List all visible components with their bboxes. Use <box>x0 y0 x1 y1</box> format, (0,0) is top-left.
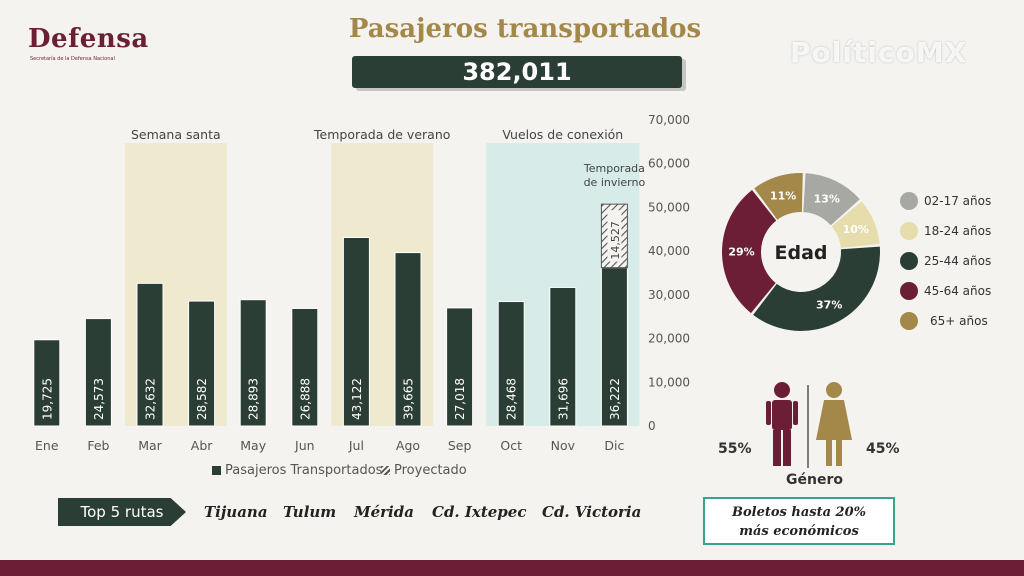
route-item: Cd. Ixtepec <box>432 503 527 521</box>
x-tick-label: Oct <box>500 438 522 453</box>
x-tick-label: Jun <box>294 438 315 453</box>
bar-value-label: 28,582 <box>195 378 209 420</box>
season-band-label: Temporada de verano <box>313 127 450 142</box>
gender-female-percent: 45% <box>866 441 900 457</box>
x-tick-label: Abr <box>191 438 213 453</box>
bar-pasajeros <box>33 339 61 427</box>
age-legend-label: 45-64 años <box>924 284 992 298</box>
y-tick-label: 20,000 <box>648 332 690 346</box>
x-tick-label: Jul <box>348 438 364 453</box>
bar-value-label: 32,632 <box>144 378 158 420</box>
gender-figures <box>766 382 852 468</box>
donut-slice-label: 29% <box>728 245 754 258</box>
donut-slice-label: 11% <box>770 189 796 202</box>
donut-slice-label: 37% <box>816 298 842 311</box>
age-legend-dot <box>900 252 918 270</box>
donut-slice-label: 13% <box>814 192 840 205</box>
x-tick-label: Mar <box>138 438 162 453</box>
male-icon <box>766 382 798 466</box>
age-legend-dot <box>900 282 918 300</box>
bar-pasajeros <box>342 236 370 427</box>
bar-value-label: 36,222 <box>608 378 622 420</box>
bar-pasajeros <box>600 267 628 427</box>
tickets-line-2: más económicos <box>739 524 859 539</box>
x-tick-label: Ene <box>35 438 59 453</box>
bar-value-label: 27,018 <box>453 378 467 420</box>
season-band-label: Vuelos de conexión <box>502 127 623 142</box>
monthly-bar-chart: Semana santa Temporada de verano Vuelos de… <box>33 113 690 453</box>
page-title: Pasajeros transportados <box>348 14 702 44</box>
x-tick-label: Nov <box>551 438 576 453</box>
bar-value-label: 28,893 <box>247 378 261 420</box>
bar-pasajeros <box>136 282 164 427</box>
legend-pasajeros-swatch <box>212 466 221 475</box>
total-passengers-badge: 382,011 <box>352 56 682 88</box>
donut-slice <box>722 190 777 314</box>
bar-value-label: 43,122 <box>350 378 364 420</box>
route-item: Cd. Victoria <box>542 503 642 521</box>
bar-pasajeros <box>549 286 577 427</box>
age-legend-dot <box>900 312 918 330</box>
bar-pasajeros <box>84 318 112 427</box>
bar-pasajeros <box>446 307 474 427</box>
age-donut-chart: 13% 10% 37% 29% 11% Edad <box>722 173 880 331</box>
bar-pasajeros <box>394 252 422 427</box>
age-legend-label: 65+ años <box>930 314 988 328</box>
gender-title: Género <box>786 472 843 488</box>
y-tick-label: 70,000 <box>648 113 690 127</box>
donut-slice-label: 10% <box>843 223 869 236</box>
x-tick-label: Feb <box>87 438 109 453</box>
tickets-line-1: Boletos hasta 20% <box>732 505 866 520</box>
x-tick-label: May <box>240 438 266 453</box>
y-tick-label: 40,000 <box>648 244 690 258</box>
donut-slice <box>831 201 880 248</box>
female-icon <box>816 382 852 466</box>
bar-value-label: 28,468 <box>505 378 519 420</box>
bottom-bar <box>0 560 1024 576</box>
tickets-discount-box: Boletos hasta 20% más económicos <box>703 497 895 545</box>
donut-slice <box>803 173 860 226</box>
y-tick-label: 30,000 <box>648 288 690 302</box>
route-item: Tijuana <box>204 503 268 521</box>
bar-projected-label-bg <box>607 210 622 262</box>
bar-value-label: 26,888 <box>298 378 312 420</box>
bar-value-label: 24,573 <box>92 378 106 420</box>
donut-slice <box>754 173 803 220</box>
age-legend-dot <box>900 192 918 210</box>
bar-value-label: 31,696 <box>556 378 570 420</box>
bar-value-label: 19,725 <box>40 378 54 420</box>
y-tick-label: 0 <box>648 419 656 433</box>
bar-pasajeros <box>497 301 525 427</box>
gender-male-percent: 55% <box>718 441 752 457</box>
legend-pasajeros-label: Pasajeros Transportados <box>225 463 383 478</box>
age-legend-label: 02-17 años <box>924 194 992 208</box>
legend-projected-swatch <box>381 466 390 475</box>
defensa-logo-title: Defensa <box>28 24 149 54</box>
y-tick-label: 10,000 <box>648 375 690 389</box>
top-routes-tag: Top 5 rutas <box>58 498 186 526</box>
season-band-label: Semana santa <box>131 127 221 142</box>
annotation-line: Temporada <box>583 162 645 175</box>
age-legend-label: 25-44 años <box>924 254 992 268</box>
x-tick-label: Dic <box>604 438 624 453</box>
bar-pasajeros <box>188 300 216 427</box>
donut-slice <box>753 246 880 331</box>
legend-projected-label: Proyectado <box>394 463 467 478</box>
bar-pasajeros <box>239 299 267 427</box>
defensa-logo-subtitle: Secretaría de la Defensa Nacional <box>30 56 115 62</box>
age-legend-label: 18-24 años <box>924 224 992 238</box>
bar-pasajeros <box>291 307 319 427</box>
y-tick-label: 50,000 <box>648 200 690 214</box>
y-tick-label: 60,000 <box>648 157 690 171</box>
watermark-logo: PolíticoMX <box>790 36 968 69</box>
route-item: Tulum <box>283 503 337 521</box>
donut-center-title: Edad <box>774 242 827 264</box>
annotation-line: de invierno <box>584 176 646 189</box>
x-tick-label: Sep <box>448 438 472 453</box>
bar-projected-value-label: 14,527 <box>609 221 622 260</box>
bar-value-label: 39,665 <box>402 378 416 420</box>
route-item: Mérida <box>354 503 414 521</box>
age-legend-dot <box>900 222 918 240</box>
x-tick-label: Ago <box>396 438 420 453</box>
